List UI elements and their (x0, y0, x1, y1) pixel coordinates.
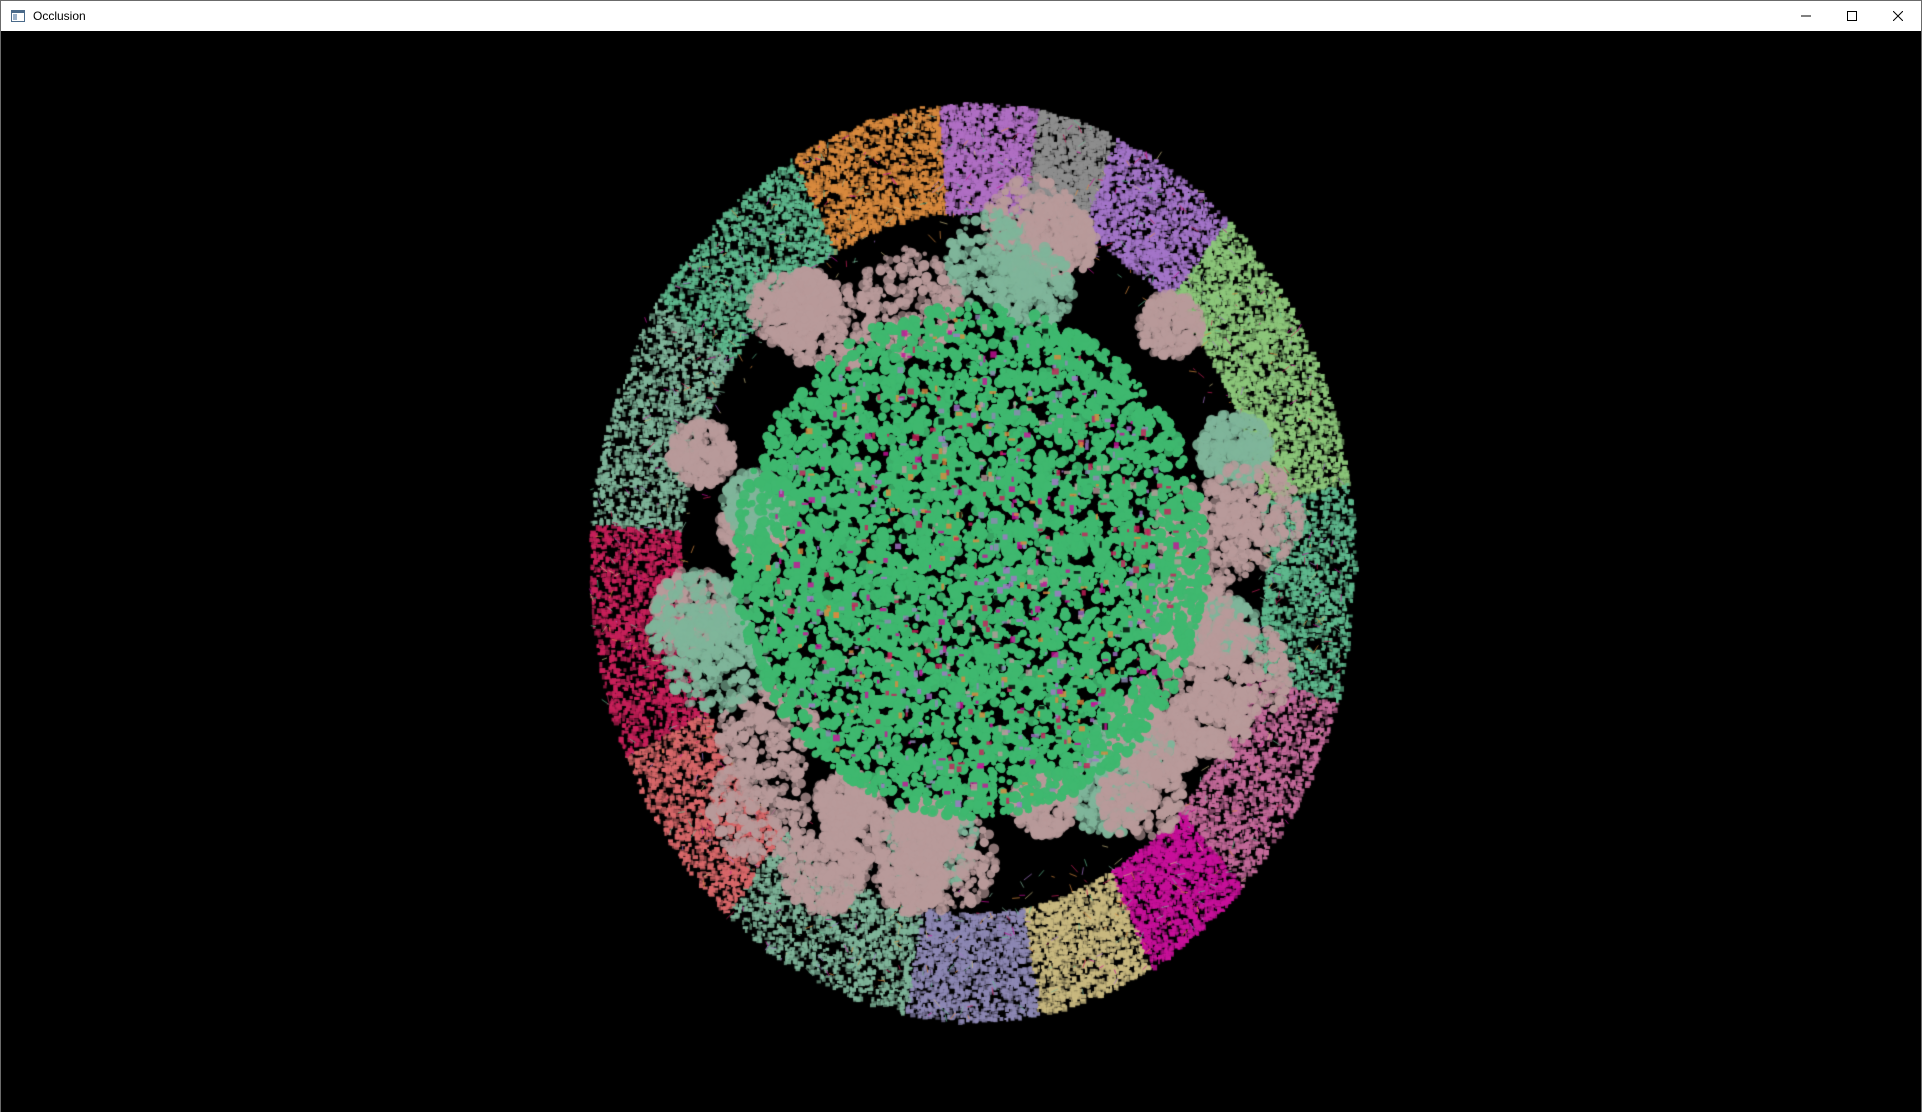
minimize-icon (1801, 11, 1811, 21)
occlusion-render-canvas[interactable] (1, 31, 1921, 1112)
minimize-button[interactable] (1783, 1, 1829, 31)
maximize-icon (1847, 11, 1857, 21)
close-icon (1893, 11, 1903, 21)
maximize-button[interactable] (1829, 1, 1875, 31)
window-controls (1783, 1, 1921, 31)
close-button[interactable] (1875, 1, 1921, 31)
render-viewport[interactable] (1, 31, 1921, 1112)
app-window-icon (10, 8, 26, 24)
window-title: Occlusion (33, 9, 86, 23)
title-bar[interactable]: Occlusion (1, 1, 1921, 31)
